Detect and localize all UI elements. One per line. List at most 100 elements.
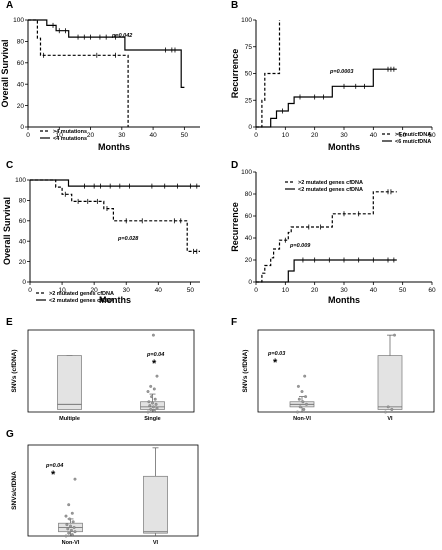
data-point [303,374,307,378]
x-tick-label: 60 [428,132,436,139]
y-tick-label: 20 [19,259,27,266]
y-tick-label: 100 [241,17,252,24]
panel-f: F SNVs (cfDNA) Non-VI VI p=0.03* [231,317,435,422]
data-point [149,407,153,411]
category-label: Non-VI [62,540,80,546]
panel-b: B 0 10 20 30 40 50 60 0 25 50 75 100 Months Recurrence… [230,0,436,152]
data-point [150,395,154,399]
x-axis-label: Months [98,142,130,152]
x-axis-label: Months [99,295,131,305]
significance-star: * [152,358,157,370]
y-tick-label: 60 [245,213,253,220]
data-point [298,405,302,409]
data-point [155,406,159,410]
y-axis-label: SNVs (cfDNA) [242,350,249,393]
y-tick-label: 25 [245,97,253,104]
x-tick-label: 10 [282,287,290,294]
legend-label: >6 mut/cfDNA [395,132,431,138]
data-point [72,526,76,529]
panel-letter: G [6,429,14,440]
panel-letter: C [6,160,13,171]
legend-label: <2 mutated genes cfDNA [49,298,114,304]
x-tick-label: 40 [155,287,163,294]
y-tick-label: 60 [19,218,27,225]
x-axis-label: Months [328,295,360,305]
y-tick-label: 100 [15,177,26,184]
series-line [30,179,200,252]
data-point [155,374,159,378]
data-point [64,534,68,538]
data-point [304,395,308,399]
panel-d: D 0 10 20 30 40 50 60 0 20 40 60 80 100 Months Recurren… [230,160,436,305]
y-tick-label: 100 [241,169,252,176]
category-label: VI [153,540,159,546]
x-tick-label: 0 [254,132,258,139]
significance-star: * [273,357,278,369]
y-axis-label: Recurrence [230,202,240,252]
p-value-annotation: p=0.03 [267,351,285,357]
x-tick-label: 50 [187,287,195,294]
x-tick-label: 40 [370,287,378,294]
box [143,475,168,534]
y-tick-label: 100 [13,17,24,24]
x-tick-label: 0 [28,287,32,294]
data-point [64,514,68,518]
y-tick-label: 50 [245,71,253,78]
plot-frame [27,444,199,537]
y-tick-label: 20 [17,103,25,110]
data-point [67,531,71,535]
data-point [68,517,72,521]
x-tick-label: 0 [26,132,30,139]
data-point [70,511,74,515]
p-value-annotation: p=0.0003 [329,69,353,75]
panel-letter: B [231,0,238,11]
panel-a: A 0 10 20 30 40 50 0 20 40 60 80 100 Months Overall Su… [0,0,200,152]
y-tick-label: 80 [17,39,25,46]
p-value-annotation: p=0.04 [45,463,63,469]
y-axis-label: Recurrence [230,49,240,99]
data-point [69,524,72,528]
x-tick-label: 10 [282,132,290,139]
y-axis-label: SNVs (cfDNA) [11,350,18,393]
data-point [296,384,300,388]
x-tick-label: 50 [181,132,189,139]
series-line [256,259,397,283]
plot-frame [27,329,195,413]
panel-g: G SNVs/cfDNA Non-VI VI p=0.04* [6,429,199,546]
x-tick-label: 30 [118,132,126,139]
legend-label: <4 mutations [53,136,87,142]
x-tick-label: 30 [340,132,348,139]
legend-label: >4 mutations [53,129,87,135]
panel-letter: F [231,317,237,328]
x-tick-label: 40 [149,132,157,139]
data-point [146,390,150,393]
y-tick-label: 20 [245,257,253,264]
data-point [151,333,155,337]
data-point [390,407,394,411]
data-point [67,503,71,507]
data-point [393,333,396,337]
category-label: Multiple [59,416,80,422]
data-point [65,523,69,527]
x-tick-label: 20 [311,287,319,294]
data-point [300,390,304,393]
data-point [302,407,306,411]
y-tick-label: 80 [245,191,253,198]
significance-star: * [51,469,56,481]
x-tick-label: 0 [254,287,258,294]
x-tick-label: 50 [399,132,407,139]
y-tick-label: 60 [17,60,25,67]
y-axis-label: SNVs/cfDNA [11,471,18,510]
data-point [152,387,156,391]
data-point [305,402,308,406]
x-tick-label: 20 [87,132,95,139]
y-tick-label: 0 [22,279,26,286]
y-tick-label: 0 [20,124,24,131]
p-value-annotation: p=0.009 [289,243,311,249]
x-tick-label: 50 [399,287,407,294]
y-tick-label: 40 [245,235,253,242]
panel-c: C 0 10 20 30 40 50 0 20 40 60 80 100 Months Overall Su… [2,160,200,305]
y-tick-label: 0 [248,279,252,286]
legend-label: >2 mutated genes cfDNA [49,291,114,297]
y-tick-label: 75 [245,44,253,51]
